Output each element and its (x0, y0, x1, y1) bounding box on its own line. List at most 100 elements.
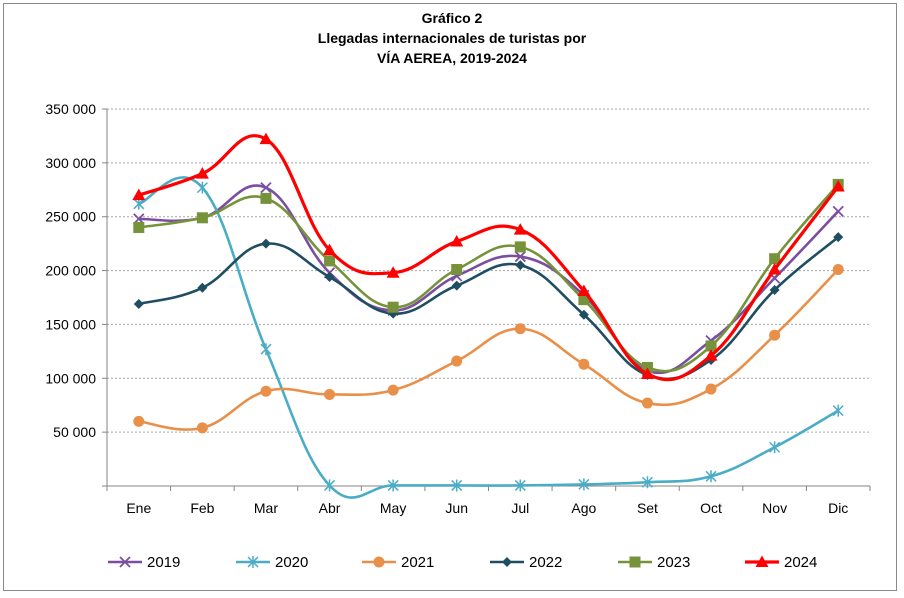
data-point-2023-May (387, 301, 399, 313)
data-point-2024-Feb (195, 167, 209, 179)
legend-label-2020: 2020 (275, 554, 308, 571)
legend-label-2023: 2023 (657, 554, 690, 571)
x-tick-label: Jun (445, 500, 468, 516)
data-point-2023-Mar (260, 192, 272, 204)
data-point-2021-Nov (769, 329, 781, 341)
data-point-2020-May (387, 479, 399, 492)
series-line-2019 (138, 184, 840, 375)
legend: 2019 2020 2021 2022 2023 2024 (108, 554, 817, 571)
data-point-2021-Jul (514, 323, 526, 335)
data-point-2020-Jun (451, 479, 463, 492)
legend-label-2021: 2021 (401, 554, 434, 571)
legend-label-2024: 2024 (784, 554, 817, 571)
x-tick-label: Feb (190, 500, 214, 516)
series-2021 (133, 263, 844, 434)
y-tick-label: 150 000 (45, 316, 96, 332)
data-point-2024-Mar (259, 132, 273, 145)
legend-label-2019: 2019 (147, 554, 180, 571)
data-point-2023-Ene (133, 221, 145, 233)
data-point-2024-May (386, 266, 400, 278)
data-point-2020-Nov (769, 441, 781, 454)
data-point-2022-Feb (197, 282, 208, 293)
data-point-2021-Dic (832, 263, 844, 275)
series-2022 (133, 232, 844, 381)
data-point-2021-Abr (324, 388, 336, 400)
y-tick-label: 50 000 (53, 424, 96, 440)
data-point-2021-Mar (260, 385, 272, 397)
legend-label-2022: 2022 (529, 554, 562, 571)
data-point-2024-Dic (831, 180, 845, 192)
legend-marker-2021 (373, 556, 385, 568)
legend-marker-2023 (629, 556, 641, 568)
data-point-2023-Abr (324, 255, 336, 267)
data-point-2020-Feb (196, 181, 208, 194)
data-point-2023-Feb (196, 212, 208, 224)
data-point-2024-Abr (323, 243, 337, 256)
data-point-2024-Jun (450, 234, 464, 247)
chart-title-line-3: VÍA AEREA, 2019-2024 (377, 50, 527, 66)
series-line-2022 (138, 236, 840, 381)
data-point-2021-May (387, 384, 399, 396)
data-point-2020-Dic (832, 404, 844, 417)
y-tick-label: 300 000 (45, 155, 96, 171)
data-point-2022-Mar (260, 238, 271, 249)
y-tick-label: 200 000 (45, 263, 96, 279)
x-tick-label: May (380, 500, 406, 516)
series-line-2024 (138, 134, 840, 382)
data-point-2022-Dic (833, 232, 844, 243)
series-line-2023 (138, 183, 840, 373)
series-line-2020 (138, 176, 839, 499)
data-point-2024-Set (640, 367, 654, 379)
legend-marker-2020 (247, 556, 259, 568)
data-point-2020-Oct (705, 470, 717, 483)
data-point-2023-Jun (451, 263, 463, 275)
data-point-2021-Ene (133, 415, 145, 427)
data-point-2020-Ago (578, 478, 590, 491)
x-tick-label: Mar (254, 500, 278, 516)
x-tick-label: Ago (571, 500, 596, 516)
legend-marker-2022 (502, 557, 512, 567)
legend-marker-2024 (755, 555, 769, 567)
legend-marker-2019 (119, 556, 131, 568)
data-point-2024-Nov (768, 262, 782, 275)
data-point-2019-Jul (514, 250, 526, 263)
data-point-2023-Jul (514, 241, 526, 253)
data-point-2022-Ene (133, 298, 144, 309)
chart-title-line-1: Gráfico 2 (421, 10, 483, 26)
data-point-2022-Jun (451, 280, 462, 291)
data-point-2021-Ago (578, 358, 590, 370)
data-point-2022-Ago (578, 309, 589, 320)
x-tick-label: Jul (511, 500, 529, 516)
data-point-2024-Ene (132, 188, 146, 201)
series-2020 (133, 176, 844, 499)
data-point-2021-Set (641, 397, 653, 409)
data-point-2022-Abr (324, 272, 335, 283)
y-tick-label: 350 000 (45, 101, 96, 117)
x-tick-label: Nov (762, 500, 787, 516)
data-point-2021-Oct (705, 383, 717, 395)
data-point-2020-Set (641, 476, 653, 489)
data-point-2024-Ago (577, 284, 591, 297)
data-point-2021-Feb (196, 422, 208, 434)
data-point-2020-Mar (260, 343, 272, 356)
x-tick-label: Set (637, 500, 658, 516)
data-point-2023-Nov (769, 253, 781, 265)
chart-title-line-2: Llegadas internacionales de turistas por (317, 30, 587, 46)
x-tick-label: Abr (319, 500, 341, 516)
data-point-2020-Abr (324, 479, 336, 492)
x-tick-label: Ene (126, 500, 151, 516)
series-2024 (132, 132, 845, 382)
y-tick-label: 250 000 (45, 209, 96, 225)
data-point-2021-Jun (451, 355, 463, 367)
x-tick-label: Oct (700, 500, 722, 516)
data-point-2020-Jul (514, 479, 526, 492)
x-tick-label: Dic (828, 500, 848, 516)
data-point-2022-Nov (769, 284, 780, 295)
data-point-2023-Oct (705, 340, 717, 352)
data-point-2019-Dic (832, 205, 844, 217)
data-point-2019-Mar (260, 181, 272, 194)
data-point-2022-Jul (515, 260, 526, 271)
data-point-2024-Oct (704, 349, 718, 361)
y-tick-label: 100 000 (45, 370, 96, 386)
data-point-2024-Jul (513, 223, 527, 235)
